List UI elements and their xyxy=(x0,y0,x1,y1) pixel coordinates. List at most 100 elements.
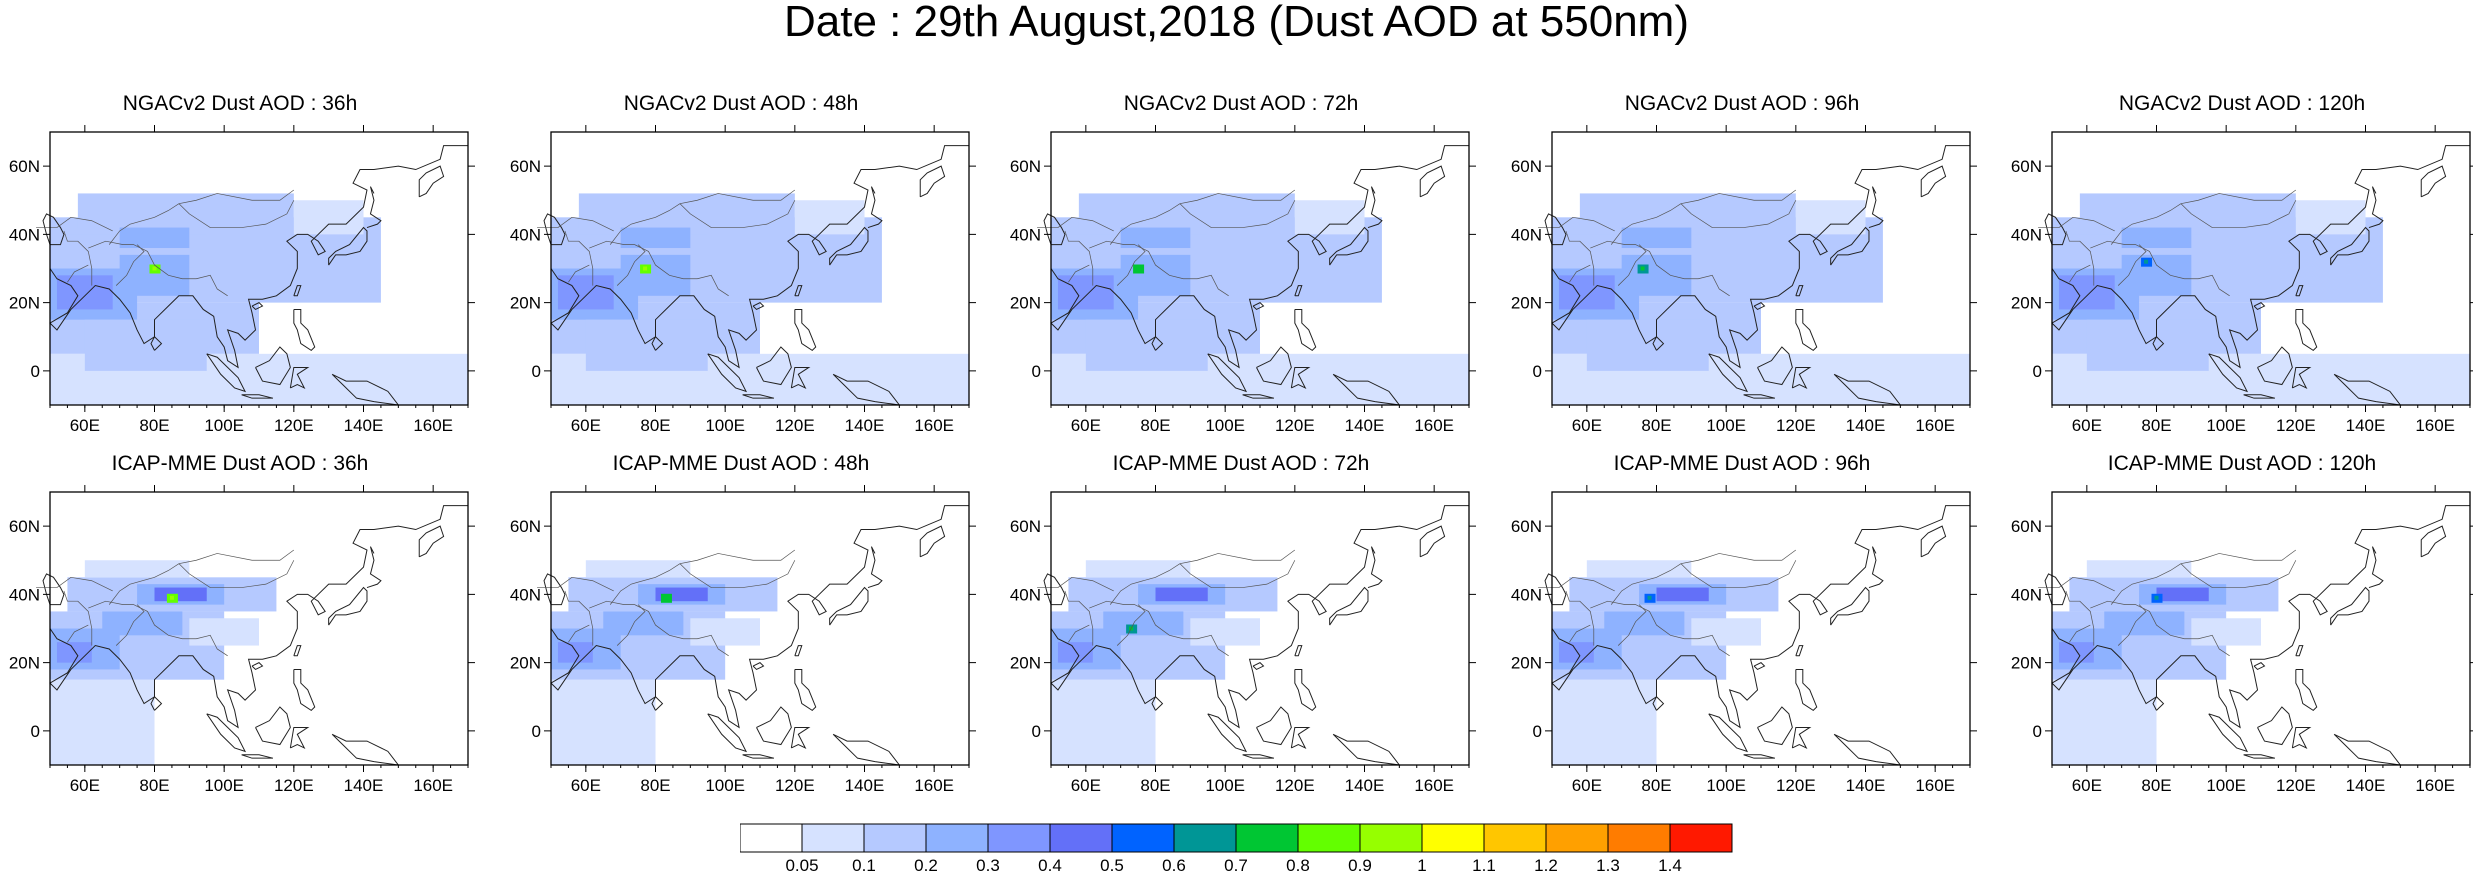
coastlines xyxy=(543,145,969,406)
coastline xyxy=(1544,573,1567,606)
x-tick-label: 60E xyxy=(1572,776,1602,795)
coastline xyxy=(1290,726,1311,750)
x-tick-label: 100E xyxy=(204,776,244,795)
border-line xyxy=(1064,230,1094,286)
y-tick-label: 0 xyxy=(31,362,40,381)
map-plot: 60E 80E 100E 120E 140E 160E 0 20N 40N 60N xyxy=(2011,485,2473,795)
coastline xyxy=(2368,186,2384,229)
panel-title: ICAP-MME Dust AOD : 72h xyxy=(1112,452,1370,475)
coastline xyxy=(1294,668,1317,712)
border-line xyxy=(564,590,594,646)
aod-hotspot-core xyxy=(2154,595,2159,600)
aod-cell xyxy=(1621,254,1692,296)
x-tick-label: 100E xyxy=(2206,776,2246,795)
colorbar-label: 0.4 xyxy=(1038,856,1062,873)
border-line xyxy=(1590,240,1730,297)
coastline xyxy=(1795,285,1804,297)
x-tick-label: 120E xyxy=(775,776,815,795)
coastline xyxy=(867,186,883,229)
coastline xyxy=(2208,713,2249,753)
x-tick-label: 100E xyxy=(705,776,745,795)
coastline xyxy=(1652,695,1665,711)
border-line xyxy=(115,604,145,646)
coastline xyxy=(756,706,792,746)
coastline xyxy=(2420,525,2447,558)
aod-cell xyxy=(1656,587,1709,602)
coastline xyxy=(2044,573,2067,606)
coastline xyxy=(293,668,316,712)
x-tick-label: 120E xyxy=(274,416,314,435)
coastlines xyxy=(2044,505,2470,766)
map-panel-icap-48h: ICAP-MME Dust AOD : 48h 60E 80E 100E 120E 14… xyxy=(510,452,976,852)
y-tick-label: 40N xyxy=(1511,225,1542,244)
colorbar-swatch xyxy=(801,823,865,853)
colorbar-label: 0.1 xyxy=(852,856,876,873)
border-line xyxy=(2069,264,2091,283)
coastline xyxy=(1868,546,1884,589)
coastline xyxy=(2243,394,2276,399)
aod-cell xyxy=(2058,642,2094,663)
coastline xyxy=(1329,586,1369,626)
aod-cell xyxy=(603,611,684,636)
coastline xyxy=(651,335,664,351)
coastline xyxy=(1043,573,1066,606)
y-tick-label: 20N xyxy=(510,654,541,673)
coastline xyxy=(2295,668,2318,712)
aod-cell xyxy=(1103,611,1184,636)
colorbar-label: 0.6 xyxy=(1162,856,1186,873)
coastline xyxy=(1151,335,1164,351)
aod-cell xyxy=(2121,227,2192,249)
coastline xyxy=(1795,308,1818,352)
aod-cell xyxy=(1085,319,1208,371)
map-plot: 60E 80E 100E 120E 140E 160E 0 20N 40N 60N xyxy=(2011,125,2473,435)
aod-cell xyxy=(1708,217,1779,235)
coastline xyxy=(1151,695,1164,711)
x-tick-label: 100E xyxy=(1205,776,1245,795)
colorbar-label: 1.2 xyxy=(1534,856,1558,873)
y-tick-label: 60N xyxy=(510,517,541,536)
aod-cell xyxy=(1207,217,1278,235)
border-line xyxy=(568,264,590,283)
colorbar-swatch xyxy=(1359,823,1423,853)
aod-hotspot-core xyxy=(1136,266,1141,271)
aod-cell xyxy=(2086,319,2209,371)
aod-cell xyxy=(1120,227,1191,249)
aod-cell xyxy=(1691,618,1761,646)
coastlines xyxy=(42,145,468,406)
border-line xyxy=(1179,200,1296,228)
coastline xyxy=(790,726,811,750)
x-tick-label: 160E xyxy=(413,776,453,795)
y-tick-label: 40N xyxy=(1010,225,1041,244)
coastline xyxy=(366,186,382,229)
coastline xyxy=(1043,213,1066,246)
aod-cell xyxy=(1552,679,1657,765)
coastline xyxy=(289,366,310,390)
y-tick-label: 0 xyxy=(532,722,541,741)
coastlines xyxy=(1544,145,1970,406)
map-plot: 60E 80E 100E 120E 140E 160E 0 20N 40N 60N xyxy=(510,125,976,435)
coastline xyxy=(1920,525,1947,558)
x-tick-label: 160E xyxy=(914,416,954,435)
border-line xyxy=(1590,600,1730,657)
coastline xyxy=(1743,394,1776,399)
coastline xyxy=(1367,546,1383,589)
x-tick-label: 100E xyxy=(1706,416,1746,435)
coastline xyxy=(293,308,316,352)
map-plot: 60E 80E 100E 120E 140E 160E 0 20N 40N 60N xyxy=(1511,125,1977,435)
coastline xyxy=(1294,285,1303,297)
coastline xyxy=(1708,353,1749,393)
coastline xyxy=(742,394,775,399)
y-tick-label: 60N xyxy=(1010,157,1041,176)
y-tick-label: 0 xyxy=(2033,722,2042,741)
coastline xyxy=(794,308,817,352)
x-tick-label: 160E xyxy=(1414,416,1454,435)
coastline xyxy=(293,285,302,297)
aod-cell xyxy=(2121,254,2192,296)
coastline xyxy=(1252,302,1265,311)
map-panel-ngac-36h: NGACv2 Dust AOD : 36h 60E 80E 100E 120E 140E… xyxy=(9,92,475,492)
map-panel-ngac-120h: NGACv2 Dust AOD : 120h 60E 80E 100E 120E 140… xyxy=(2011,92,2473,492)
aod-cell xyxy=(2052,679,2157,765)
aod-cell xyxy=(2295,200,2366,235)
x-tick-label: 80E xyxy=(640,416,670,435)
border-line xyxy=(616,244,646,286)
